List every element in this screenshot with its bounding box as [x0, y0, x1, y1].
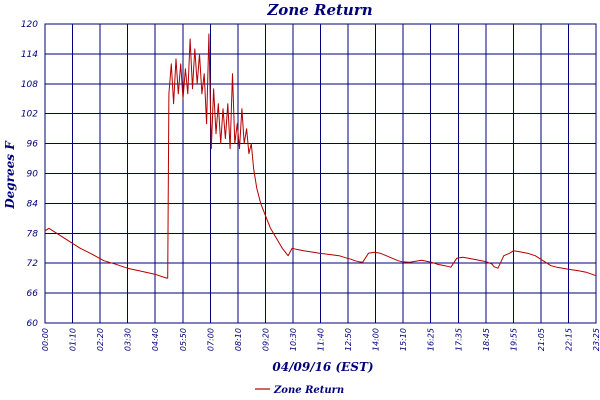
x-tick-label: 02:20	[96, 328, 105, 351]
y-tick-label: 78	[27, 229, 39, 239]
y-tick-labels: 60 66 72 78 84 90 96 102 108 114 120	[21, 20, 38, 329]
x-tick-label: 18:45	[482, 328, 491, 351]
x-tick-label: 17:35	[454, 328, 463, 351]
x-tick-label: 01:10	[69, 328, 78, 351]
x-tick-label: 09:20	[261, 328, 270, 351]
x-tick-label: 14:00	[372, 328, 381, 351]
x-axis-title: 04/09/16 (EST)	[272, 360, 373, 374]
x-tick-label: 12:50	[344, 328, 353, 351]
series-line-zone-return	[44, 33, 597, 279]
y-tick-label: 96	[27, 140, 39, 150]
x-tick-label: 08:10	[234, 328, 243, 351]
y-tick-label: 102	[21, 110, 38, 120]
x-tick-label: 22:15	[564, 328, 573, 351]
x-tick-label: 11:40	[317, 328, 326, 351]
x-tick-label: 04:40	[151, 328, 160, 351]
y-axis-title: Degrees F	[3, 140, 17, 210]
grid-lines	[44, 23, 597, 324]
y-tick-label: 72	[27, 259, 39, 269]
y-tick-label: 90	[27, 170, 39, 180]
x-tick-label: 15:10	[399, 328, 408, 351]
chart-title: Zone Return	[266, 1, 372, 19]
x-tick-label: 16:25	[427, 328, 436, 351]
x-tick-label: 00:00	[41, 328, 50, 351]
y-tick-label: 60	[27, 319, 39, 329]
y-tick-label: 108	[21, 80, 38, 90]
x-tick-label: 21:05	[537, 328, 546, 351]
y-tick-label: 114	[21, 50, 38, 60]
x-tick-label: 03:30	[124, 328, 133, 351]
y-tick-label: 84	[27, 199, 39, 209]
x-tick-label: 05:50	[179, 328, 188, 351]
x-tick-label: 19:55	[509, 328, 518, 351]
x-tick-label: 23:25	[592, 328, 600, 351]
legend-label: Zone Return	[273, 385, 344, 396]
x-tick-label: 10:30	[289, 328, 298, 351]
x-tick-label: 07:00	[206, 328, 215, 351]
y-tick-label: 120	[21, 20, 38, 30]
series-group	[44, 33, 597, 279]
y-tick-label: 66	[27, 289, 39, 299]
x-tick-labels: 00:00 01:10 02:20 03:30 04:40 05:50 07:00 08:10…	[41, 328, 600, 351]
legend: Zone Return	[255, 385, 344, 396]
